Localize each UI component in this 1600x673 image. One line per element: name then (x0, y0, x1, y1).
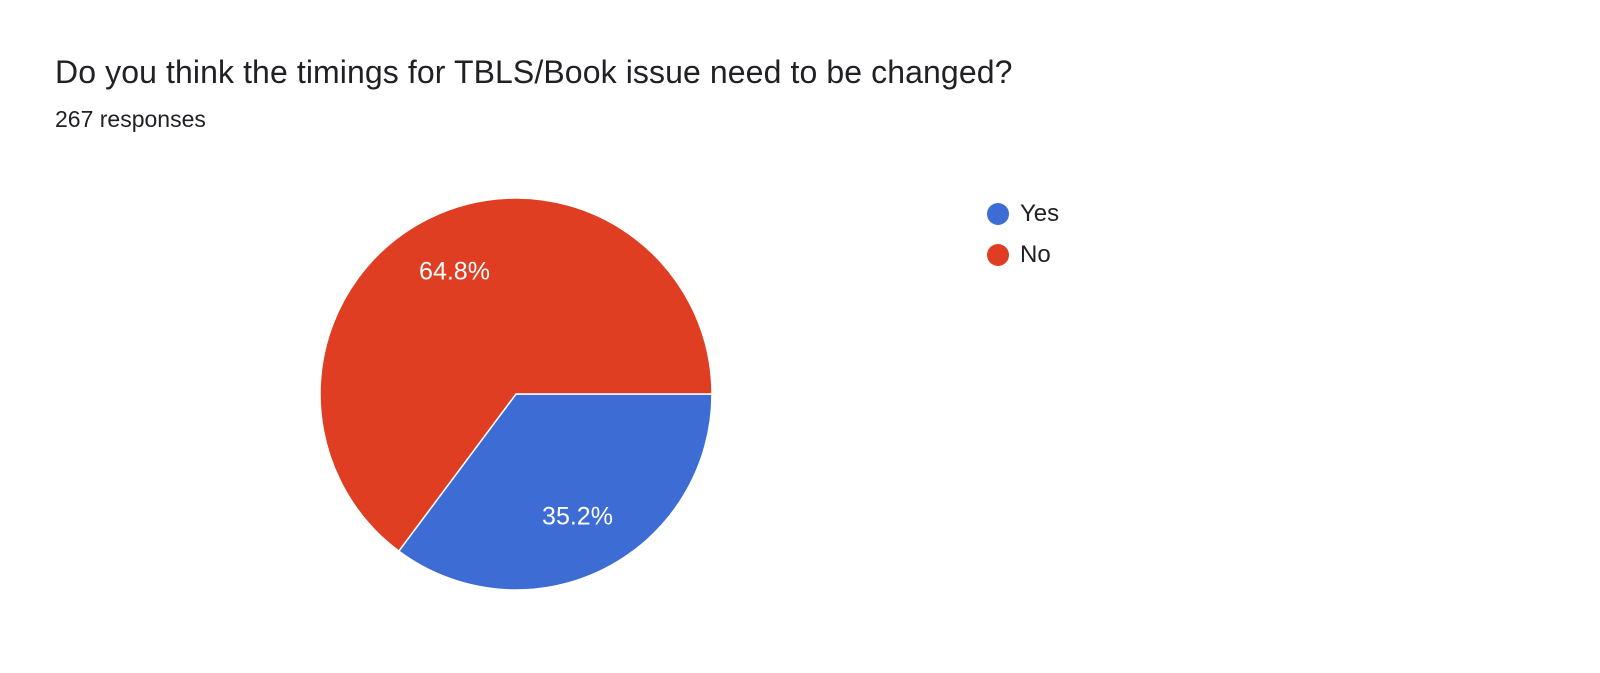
pie-slice-label-yes: 35.2% (542, 503, 613, 531)
pie-slice-label-no: 64.8% (419, 257, 490, 285)
legend-label: Yes (1020, 200, 1060, 227)
legend-color-dot-icon (987, 203, 1009, 225)
legend-label: No (1020, 241, 1051, 268)
pie-chart: 35.2% 64.8% (320, 198, 712, 590)
legend-color-dot-icon (987, 244, 1009, 266)
legend-item-no: No (987, 241, 1059, 269)
response-count: 267 responses (55, 106, 206, 132)
pie-chart-svg: 35.2% 64.8% (320, 198, 712, 590)
page-title: Do you think the timings for TBLS/Book i… (55, 54, 1013, 90)
chart-legend: Yes No (987, 200, 1059, 269)
pie-slice-yes[interactable] (397, 393, 712, 590)
pie-slice-no[interactable] (320, 198, 712, 553)
legend-item-yes: Yes (987, 200, 1059, 228)
